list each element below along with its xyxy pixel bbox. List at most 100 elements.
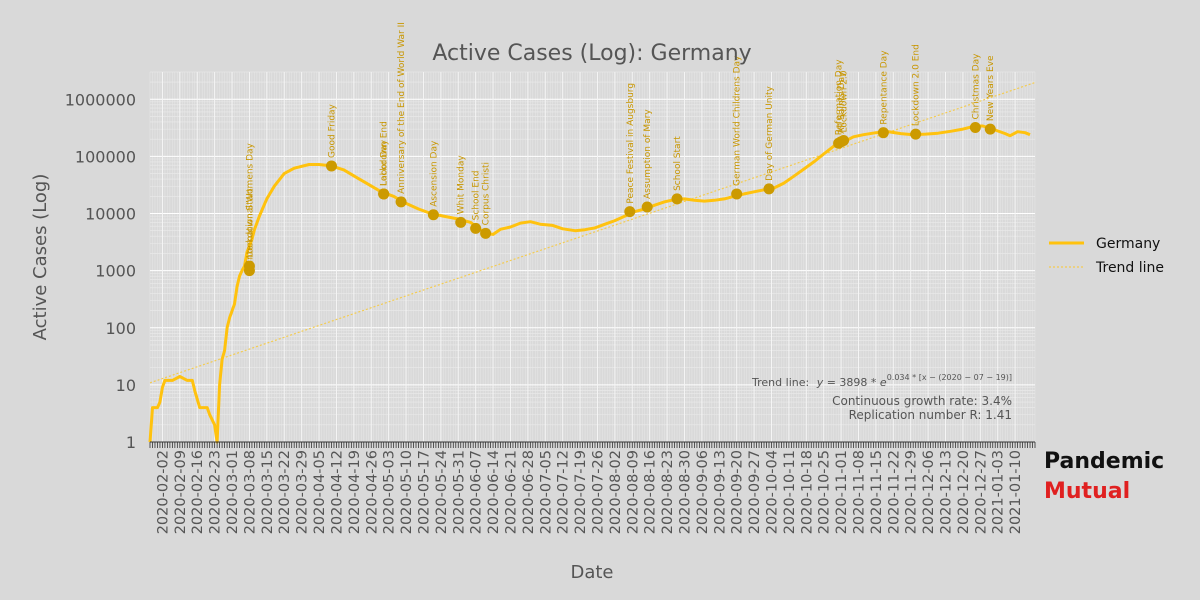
event-label: Peace Festival in Augsburg bbox=[626, 83, 636, 204]
x-tick-label: 2020-11-08 bbox=[851, 450, 867, 534]
x-tick-label: 2020-08-30 bbox=[677, 450, 693, 534]
event-marker bbox=[624, 206, 636, 218]
event-marker bbox=[877, 127, 889, 139]
event-label: Ascension Day bbox=[429, 140, 439, 207]
x-tick-label: 2020-03-08 bbox=[242, 450, 258, 534]
event-label: Lockdown End bbox=[380, 121, 390, 186]
y-axis-label: Active Cases (Log) bbox=[30, 174, 51, 341]
legend: Germany Trend line bbox=[1049, 236, 1164, 276]
x-tick-label: 2020-11-01 bbox=[834, 450, 850, 534]
y-tick-label: 1000000 bbox=[65, 90, 136, 109]
legend-germany-label: Germany bbox=[1096, 236, 1160, 252]
y-tick-label: 100000 bbox=[75, 147, 136, 166]
series-germany-line bbox=[148, 124, 1031, 444]
event-label: Labor Day bbox=[380, 139, 390, 186]
event-marker bbox=[427, 209, 439, 221]
event-label: Lockdown Start bbox=[245, 188, 255, 258]
x-tick-label: 2020-09-27 bbox=[747, 450, 763, 534]
x-tick-label: 2020-05-10 bbox=[399, 450, 415, 534]
x-tick-label: 2020-05-03 bbox=[382, 450, 398, 534]
x-tick-label: 2020-09-13 bbox=[712, 450, 728, 534]
x-tick-label: 2020-12-13 bbox=[939, 450, 955, 534]
x-tick-label: 2020-04-05 bbox=[312, 450, 328, 534]
x-tick-label: 2020-03-22 bbox=[277, 450, 293, 534]
event-marker bbox=[480, 227, 492, 239]
grid-major bbox=[150, 72, 1035, 443]
x-tick-label: 2021-01-03 bbox=[991, 450, 1007, 534]
event-label: Anniversary of the End of World War II bbox=[397, 22, 407, 194]
x-tick-label: 2020-06-28 bbox=[521, 450, 537, 534]
event-marker bbox=[984, 123, 996, 135]
y-tick-label: 1 bbox=[126, 433, 136, 452]
x-tick-label: 2020-06-21 bbox=[503, 450, 519, 534]
event-marker bbox=[641, 201, 653, 213]
x-tick-label: 2020-09-06 bbox=[695, 450, 711, 534]
event-label: Whit Monday bbox=[457, 155, 467, 215]
event-marker bbox=[378, 188, 390, 200]
x-tick-label: 2020-05-24 bbox=[434, 450, 450, 534]
legend-trend-label: Trend line bbox=[1095, 260, 1164, 276]
x-tick-label: 2020-09-20 bbox=[730, 450, 746, 534]
event-label: Christmas Day bbox=[971, 53, 981, 120]
event-marker bbox=[671, 193, 683, 205]
x-axis-label: Date bbox=[570, 562, 613, 583]
event-label: German World Childrens Day bbox=[733, 55, 743, 186]
event-marker bbox=[763, 183, 775, 195]
event-label: School End bbox=[472, 170, 482, 220]
x-tick-label: 2020-10-25 bbox=[817, 450, 833, 534]
trend-equation: Trend line: y = 3898 * e0.034 * [x − (20… bbox=[751, 373, 1012, 389]
x-tick-label: 2020-02-16 bbox=[190, 450, 206, 534]
event-marker bbox=[731, 188, 743, 200]
event-marker bbox=[969, 122, 981, 134]
event-label: Lockdown 2.0 bbox=[840, 70, 850, 132]
event-label: Repentance Day bbox=[879, 50, 889, 125]
event-marker bbox=[325, 160, 337, 172]
x-tick-label: 2020-10-04 bbox=[764, 450, 780, 534]
x-tick-label: 2020-05-31 bbox=[451, 450, 467, 534]
x-tick-label: 2020-07-26 bbox=[590, 450, 606, 534]
trend-annotation: Trend line: y = 3898 * e0.034 * [x − (20… bbox=[751, 373, 1012, 422]
x-tick-label: 2020-07-12 bbox=[556, 450, 572, 534]
trend-equation-prefix: Trend line: bbox=[751, 376, 809, 389]
x-tick-label: 2020-03-29 bbox=[295, 450, 311, 534]
x-tick-label: 2020-11-22 bbox=[886, 450, 902, 534]
growth-rate: Continuous growth rate: 3.4% bbox=[832, 394, 1012, 408]
y-tick-label: 100 bbox=[105, 319, 136, 338]
x-tick-label: 2020-08-09 bbox=[625, 450, 641, 534]
x-tick-label: 2020-03-15 bbox=[260, 450, 276, 534]
brand-mutual: Mutual bbox=[1044, 479, 1131, 504]
x-tick-label: 2020-04-19 bbox=[347, 450, 363, 534]
event-marker bbox=[455, 216, 467, 228]
x-tick-label: 2020-02-23 bbox=[208, 450, 224, 534]
x-tick-label: 2020-02-02 bbox=[155, 450, 171, 534]
event-label: New Years Eve bbox=[986, 55, 996, 121]
event-label: Lockdown 2.0 End bbox=[912, 44, 922, 126]
x-tick-label: 2020-08-23 bbox=[660, 450, 676, 534]
y-tick-label: 1000 bbox=[95, 262, 136, 281]
x-tick-label: 2020-12-20 bbox=[956, 450, 972, 534]
x-tick-label: 2020-06-14 bbox=[486, 450, 502, 534]
y-tick-label: 10 bbox=[116, 376, 136, 395]
x-tick-label: 2020-04-12 bbox=[329, 450, 345, 534]
x-tick-label: 2020-11-15 bbox=[869, 450, 885, 534]
x-tick-label: 2020-08-02 bbox=[608, 450, 624, 534]
replication-number: Replication number R: 1.41 bbox=[849, 408, 1012, 422]
event-marker bbox=[838, 134, 850, 146]
event-marker bbox=[243, 260, 255, 272]
x-tick-label: 2020-05-17 bbox=[416, 450, 432, 534]
x-tick-label: 2020-08-16 bbox=[643, 450, 659, 534]
event-label: All Saints Day bbox=[837, 71, 847, 134]
event-label: Assumption of Mary bbox=[643, 109, 653, 199]
event-label: International Womens Day bbox=[245, 142, 255, 262]
y-tick-label: 10000 bbox=[85, 205, 136, 224]
event-label: School Start bbox=[673, 136, 683, 191]
x-tick-label: 2020-02-09 bbox=[173, 450, 189, 534]
event-marker bbox=[910, 128, 922, 140]
x-tick-label: 2020-12-27 bbox=[973, 450, 989, 534]
x-tick-label: 2020-10-11 bbox=[782, 450, 798, 534]
brand-pandemic: Pandemic bbox=[1044, 449, 1165, 474]
y-axis: 1 10 100 1000 10000 100000 1000000 bbox=[65, 90, 136, 452]
event-label: Day of German Unity bbox=[765, 85, 775, 180]
x-axis: 2020-02-02 2020-02-09 2020-02-16 2020-02-23… bbox=[149, 441, 1036, 534]
